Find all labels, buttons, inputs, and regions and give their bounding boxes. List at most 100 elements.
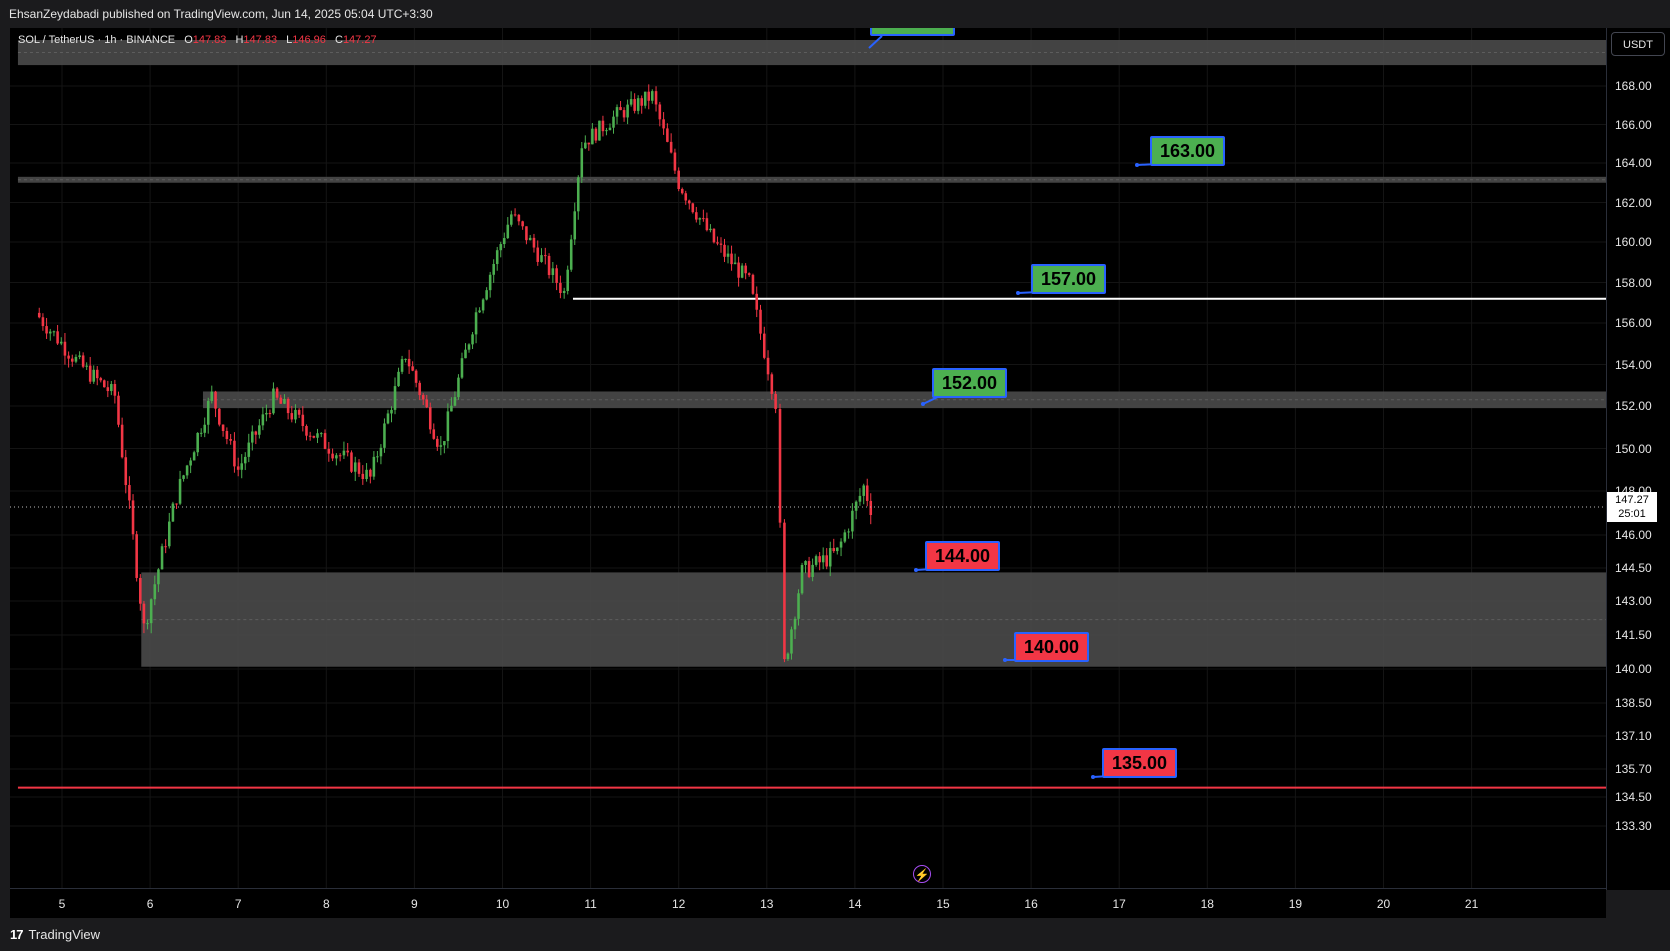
candle-body: [584, 142, 587, 149]
candle-body: [811, 564, 814, 577]
candle-body: [622, 110, 626, 118]
time-axis[interactable]: 5 6 7 8 9 10 11 12 13 14 15 16 17 18 19 20 21: [10, 888, 1606, 918]
candle-body: [149, 599, 153, 624]
price-label-144-00[interactable]: 144.00: [925, 541, 1001, 571]
candle-body: [48, 331, 52, 334]
candle-body: [636, 98, 640, 111]
candle-body: [615, 107, 619, 117]
candle-body: [316, 433, 319, 438]
candle-body: [379, 447, 383, 457]
candle-body: [800, 564, 804, 594]
candle-body: [654, 91, 658, 105]
price-label-140-00[interactable]: 140.00: [1014, 632, 1090, 662]
candle-body: [189, 460, 192, 466]
candle-body: [37, 312, 41, 318]
candle-body: [532, 237, 536, 248]
time-tick-label: 5: [58, 897, 66, 911]
candle-body: [418, 382, 421, 396]
candle-body: [818, 556, 821, 563]
candle-body: [591, 128, 594, 145]
time-tick-label: 7: [234, 897, 242, 911]
candle-body: [319, 433, 323, 435]
candle-body: [839, 541, 843, 548]
candle-body: [643, 91, 647, 106]
chart-plot[interactable]: [10, 28, 1606, 890]
candle-body: [759, 309, 762, 334]
candle-body: [323, 433, 327, 449]
candle-body: [551, 268, 555, 276]
candle-body: [439, 445, 443, 447]
candle-body: [268, 413, 272, 415]
time-tick-label: 16: [1024, 897, 1038, 911]
candle-body: [407, 358, 411, 367]
candle-body: [719, 243, 723, 245]
price-tick-label: 143.00: [1615, 594, 1652, 608]
candle-body: [294, 409, 297, 420]
candle-body: [120, 424, 124, 458]
candle-body: [157, 569, 160, 585]
candle-body: [286, 398, 290, 414]
candle-body: [687, 200, 691, 204]
candle-body: [601, 120, 605, 132]
candle-body: [421, 395, 425, 400]
candle-body: [747, 273, 751, 275]
candle-body: [103, 380, 106, 388]
candle-body: [425, 399, 429, 408]
candle-body: [576, 177, 580, 212]
candle-body: [751, 274, 755, 294]
time-tick-label: 19: [1288, 897, 1303, 911]
chart-pane[interactable]: SOL / TetherUS · 1h · BINANCE O147.83 H1…: [10, 28, 1606, 890]
candle-body: [467, 344, 471, 350]
lightning-bolt-icon[interactable]: ⚡: [913, 865, 931, 883]
label-anchor: [1016, 291, 1020, 295]
candle-body: [272, 388, 275, 414]
candle-body: [331, 453, 334, 459]
candle-body: [851, 510, 854, 532]
candle-body: [712, 228, 716, 243]
candle-body: [128, 485, 131, 501]
candle-body: [797, 593, 800, 619]
candle-body: [432, 429, 436, 439]
candle-body: [569, 239, 573, 270]
price-label-163-00[interactable]: 163.00: [1150, 136, 1226, 166]
candle-body: [443, 441, 446, 446]
candle-body: [555, 268, 558, 283]
clipped-top-label[interactable]: [870, 28, 955, 36]
price-label-135-00[interactable]: 135.00: [1102, 748, 1178, 778]
price-tick-label: 158.00: [1615, 275, 1652, 290]
price-tick-label: 164.00: [1615, 156, 1652, 170]
price-tick-label: 134.50: [1615, 790, 1652, 804]
candle-body: [414, 370, 418, 383]
candle-body: [612, 116, 615, 128]
legend-high-label: H: [235, 34, 244, 46]
time-tick-label: 21: [1464, 897, 1479, 911]
candle-body: [192, 452, 196, 461]
price-label-152-00[interactable]: 152.00: [932, 368, 1008, 398]
time-tick-label: 17: [1112, 897, 1126, 911]
candle-body: [411, 366, 414, 371]
price-axis[interactable]: 168.00 166.00 164.00 162.00 160.00 158.00 156.…: [1606, 28, 1670, 890]
price-label-157-00[interactable]: 157.00: [1031, 264, 1107, 294]
time-tick-label: 6: [146, 897, 154, 911]
candle-body: [233, 440, 236, 467]
candle-body: [457, 377, 460, 398]
candle-body: [99, 378, 103, 381]
price-tick-label: 138.50: [1615, 696, 1652, 710]
candle-body: [247, 442, 251, 457]
tradingview-brand[interactable]: 17 TradingView: [10, 927, 100, 942]
candle-body: [766, 357, 770, 375]
candle-body: [85, 365, 88, 367]
currency-button[interactable]: USDT: [1611, 32, 1665, 56]
candle-body: [142, 603, 146, 624]
label-anchor: [1003, 658, 1007, 662]
candle-body: [221, 424, 225, 431]
candle-body: [804, 561, 807, 565]
candle-body: [258, 425, 261, 435]
candle-body: [774, 393, 777, 410]
candle-body: [502, 238, 506, 245]
candle-body: [650, 91, 654, 101]
publish-bar: EhsanZeydabadi published on TradingView.…: [0, 0, 1670, 28]
candle-body: [171, 503, 175, 522]
candle-body: [547, 255, 551, 276]
time-tick-label: 14: [848, 897, 862, 911]
